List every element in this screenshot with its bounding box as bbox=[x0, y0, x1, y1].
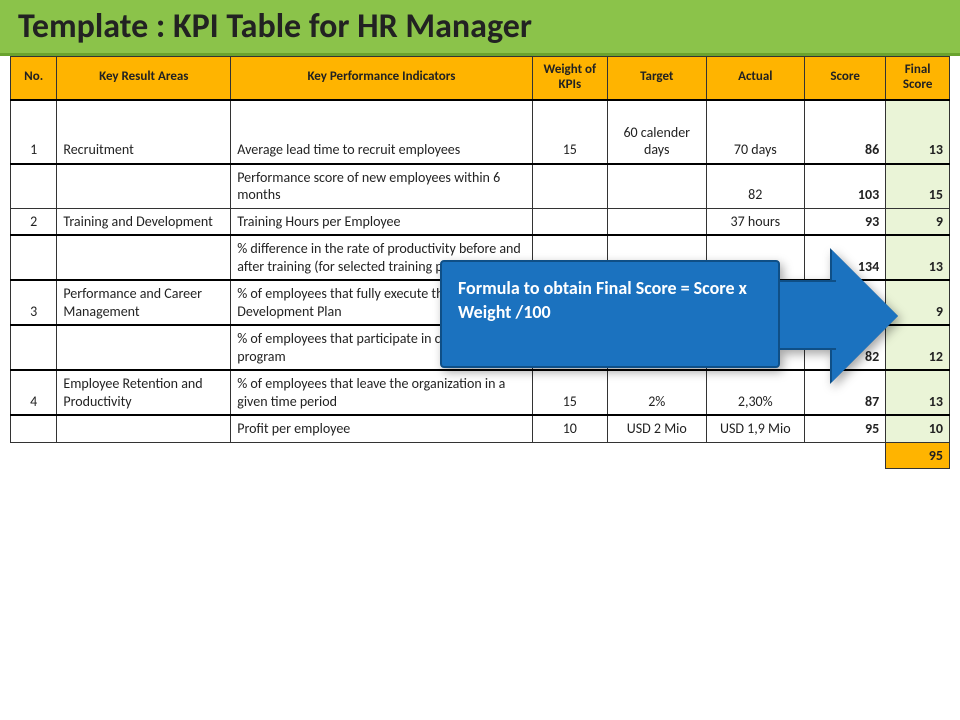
formula-callout: Formula to obtain Final Score = Score x … bbox=[440, 238, 860, 358]
cell-kpi: Performance score of new employees withi… bbox=[231, 164, 532, 209]
cell-no: 3 bbox=[11, 280, 57, 325]
cell-no bbox=[11, 415, 57, 442]
page-title: Template : KPI Table for HR Manager bbox=[18, 6, 942, 47]
col-weight: Weight of KPIs bbox=[532, 57, 607, 100]
col-target: Target bbox=[607, 57, 706, 100]
cell-kra: Employee Retention and Productivity bbox=[57, 370, 231, 415]
title-bar: Template : KPI Table for HR Manager bbox=[0, 0, 960, 56]
cell-target: 2% bbox=[607, 370, 706, 415]
table-row: Performance score of new employees withi… bbox=[11, 164, 950, 209]
cell-weight: 10 bbox=[532, 415, 607, 442]
cell-no bbox=[11, 235, 57, 280]
cell-kra bbox=[57, 415, 231, 442]
col-no: No. bbox=[11, 57, 57, 100]
col-actual: Actual bbox=[706, 57, 805, 100]
cell-actual: 37 hours bbox=[706, 208, 805, 235]
cell-kra: Recruitment bbox=[57, 100, 231, 164]
callout-text: Formula to obtain Final Score = Score x … bbox=[440, 260, 780, 368]
col-score: Score bbox=[805, 57, 886, 100]
table-row: 2Training and DevelopmentTraining Hours … bbox=[11, 208, 950, 235]
col-kra: Key Result Areas bbox=[57, 57, 231, 100]
cell-final: 15 bbox=[886, 164, 950, 209]
cell-no bbox=[11, 325, 57, 370]
table-row: 4Employee Retention and Productivity% of… bbox=[11, 370, 950, 415]
cell-final: 9 bbox=[886, 208, 950, 235]
cell-actual: USD 1,9 Mio bbox=[706, 415, 805, 442]
cell-kra bbox=[57, 235, 231, 280]
col-final: Final Score bbox=[886, 57, 950, 100]
cell-no: 2 bbox=[11, 208, 57, 235]
cell-kpi: Training Hours per Employee bbox=[231, 208, 532, 235]
cell-score: 86 bbox=[805, 100, 886, 164]
slide: Template : KPI Table for HR Manager No. … bbox=[0, 0, 960, 720]
cell-no: 1 bbox=[11, 100, 57, 164]
cell-target: USD 2 Mio bbox=[607, 415, 706, 442]
total-final-score: 95 bbox=[886, 442, 950, 469]
cell-kra: Training and Development bbox=[57, 208, 231, 235]
cell-kra: Performance and Career Management bbox=[57, 280, 231, 325]
cell-kpi: Profit per employee bbox=[231, 415, 532, 442]
col-kpi: Key Performance Indicators bbox=[231, 57, 532, 100]
cell-score: 103 bbox=[805, 164, 886, 209]
arrow-icon bbox=[832, 250, 898, 382]
cell-score: 95 bbox=[805, 415, 886, 442]
table-row: 1RecruitmentAverage lead time to recruit… bbox=[11, 100, 950, 164]
arrow-icon bbox=[776, 280, 836, 350]
cell-no: 4 bbox=[11, 370, 57, 415]
cell-final: 10 bbox=[886, 415, 950, 442]
cell-target bbox=[607, 164, 706, 209]
cell-kra bbox=[57, 325, 231, 370]
cell-score: 93 bbox=[805, 208, 886, 235]
cell-actual: 82 bbox=[706, 164, 805, 209]
cell-actual: 2,30% bbox=[706, 370, 805, 415]
cell-actual: 70 days bbox=[706, 100, 805, 164]
cell-weight: 15 bbox=[532, 370, 607, 415]
cell-target: 60 calender days bbox=[607, 100, 706, 164]
cell-kpi: Average lead time to recruit employees bbox=[231, 100, 532, 164]
cell-kpi: % of employees that leave the organizati… bbox=[231, 370, 532, 415]
table-row: Profit per employee10USD 2 MioUSD 1,9 Mi… bbox=[11, 415, 950, 442]
table-total-row: 95 bbox=[11, 442, 950, 469]
cell-kra bbox=[57, 164, 231, 209]
cell-final: 13 bbox=[886, 100, 950, 164]
cell-no bbox=[11, 164, 57, 209]
cell-weight bbox=[532, 208, 607, 235]
cell-weight bbox=[532, 164, 607, 209]
cell-weight: 15 bbox=[532, 100, 607, 164]
cell-target bbox=[607, 208, 706, 235]
table-header-row: No. Key Result Areas Key Performance Ind… bbox=[11, 57, 950, 100]
